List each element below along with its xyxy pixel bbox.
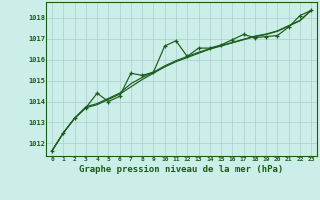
X-axis label: Graphe pression niveau de la mer (hPa): Graphe pression niveau de la mer (hPa) <box>79 165 284 174</box>
